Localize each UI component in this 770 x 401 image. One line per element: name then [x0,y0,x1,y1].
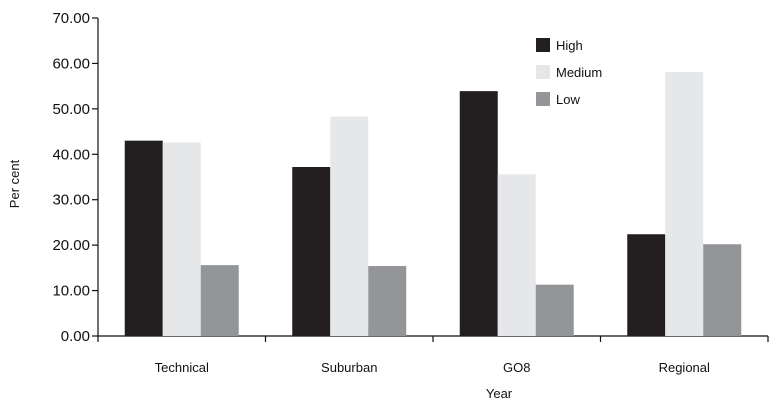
legend-swatch-medium [536,65,550,79]
x-category-label: Regional [659,360,710,375]
legend-label-low: Low [556,92,580,107]
y-tick-label: 0.00 [61,328,90,345]
y-tick-label: 20.00 [52,237,90,254]
y-tick-label: 30.00 [52,192,90,209]
bar-medium-suburban [330,116,369,336]
bar-high-regional [627,234,666,336]
bar-medium-regional [665,72,704,336]
y-tick-label: 10.00 [52,283,90,300]
plot-area: 0.00 10.00 20.00 30.00 40.00 50.00 60.00 70.00 T… [52,10,769,375]
legend-label-high: High [556,38,583,53]
legend-swatch-low [536,92,550,106]
bar-medium-go8 [497,174,536,336]
y-axis-title: Per cent [7,159,22,208]
y-tick-label: 40.00 [52,146,90,163]
legend: High Medium Low [536,38,602,107]
y-tick-label: 70.00 [52,10,90,27]
bar-high-go8 [459,91,498,336]
bar-low-suburban [368,266,407,336]
bar-low-go8 [535,284,574,336]
bar-high-suburban [292,167,331,336]
legend-label-medium: Medium [556,65,602,80]
y-tick-label: 60.00 [52,55,90,72]
x-category-label: GO8 [503,360,530,375]
bar-high-technical [124,140,163,336]
legend-swatch-high [536,38,550,52]
bar-low-regional [703,244,742,336]
x-category-label: Technical [155,360,209,375]
bar-medium-technical [162,142,201,336]
x-category-label: Suburban [321,360,377,375]
bar-low-technical [200,265,239,336]
x-axis-title: Year [486,386,513,401]
y-tick-label: 50.00 [52,101,90,118]
